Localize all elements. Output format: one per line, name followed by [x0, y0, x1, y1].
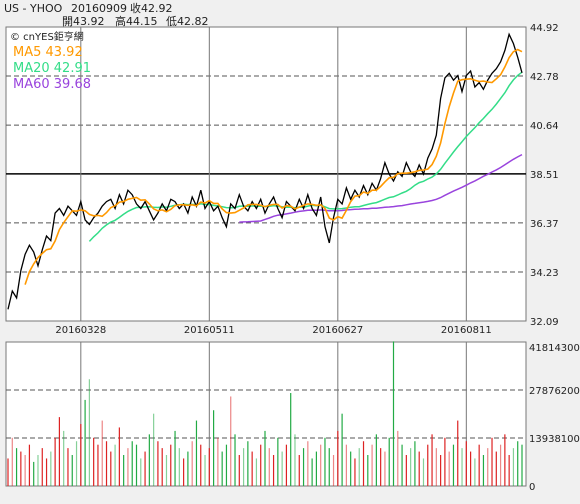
price-tick-label: 38.51	[530, 170, 559, 181]
header-symbol: US - YHOO	[4, 2, 63, 15]
legend-ma20: MA20 42.91	[13, 61, 91, 76]
legend-ma60: MA60 39.68	[13, 77, 91, 92]
ma60-line	[239, 153, 523, 223]
header-date: 20160909	[71, 2, 127, 15]
price-tick-label: 32.09	[530, 317, 559, 328]
header-high: 高44.15	[115, 14, 158, 28]
price-tick-label: 34.23	[530, 268, 559, 279]
volume-plot-area	[5, 341, 527, 487]
header-open: 開43.92	[62, 15, 105, 28]
ma5-line	[24, 48, 523, 285]
price-tick-label: 42.78	[530, 72, 559, 83]
volume-tick-label: 13938100	[529, 434, 580, 445]
price-tick-label: 40.64	[530, 121, 559, 132]
volume-tick-label: 0	[529, 482, 535, 493]
x-tick-label: 20160811	[441, 325, 492, 336]
x-tick-label: 20160511	[184, 325, 235, 336]
x-tick-label: 20160627	[312, 325, 363, 336]
x-tick-label: 20160328	[55, 325, 106, 336]
header-close: 收42.92	[130, 1, 173, 15]
volume-tick-label: 41814300	[529, 343, 580, 354]
volume-tick-label: 27876200	[529, 386, 580, 397]
legend-ma5: MA5 43.92	[13, 45, 83, 60]
price-tick-label: 36.37	[530, 219, 559, 230]
header-low: 低42.82	[166, 15, 209, 28]
ma20-line	[88, 71, 523, 242]
price-tick-label: 44.92	[530, 23, 559, 34]
price-line	[7, 32, 523, 310]
legend-source: © cnYES鉅亨網	[10, 30, 84, 43]
